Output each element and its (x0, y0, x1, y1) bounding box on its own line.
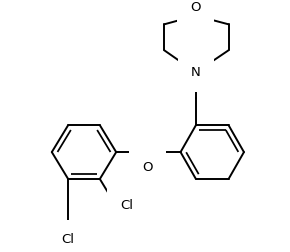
Text: O: O (143, 161, 153, 174)
Text: Cl: Cl (62, 233, 75, 246)
Text: N: N (191, 66, 201, 79)
Text: O: O (191, 1, 201, 14)
Text: Cl: Cl (120, 199, 133, 212)
